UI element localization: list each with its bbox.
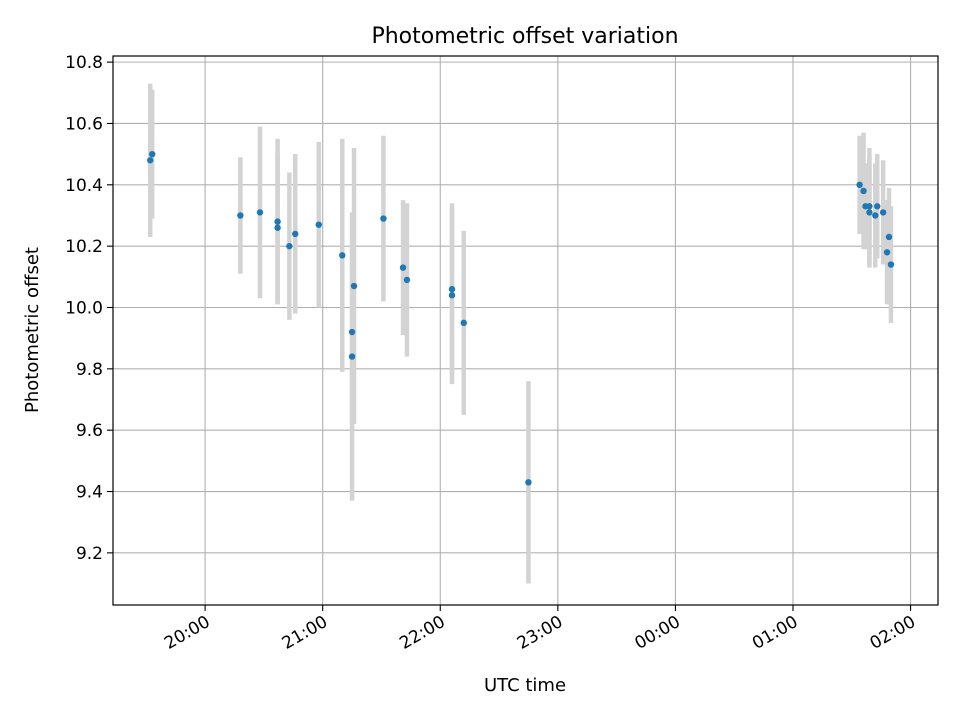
y-tick-label: 9.2: [76, 544, 103, 564]
y-tick-label: 10.6: [65, 114, 103, 134]
data-point: [883, 249, 891, 256]
plot-frame: [112, 55, 939, 606]
data-points: [147, 150, 895, 486]
data-point: [237, 212, 244, 219]
data-point: [525, 479, 532, 486]
data-point: [872, 212, 879, 219]
data-point: [448, 285, 456, 293]
y-tick-label: 10.4: [65, 176, 103, 196]
y-tick-label: 9.8: [76, 360, 103, 380]
y-tick-label: 9.4: [76, 483, 103, 503]
data-point: [256, 209, 264, 216]
data-point: [348, 353, 356, 360]
data-point: [339, 252, 346, 259]
data-point: [879, 209, 887, 216]
data-point: [448, 292, 456, 299]
data-point: [148, 150, 156, 158]
data-point: [887, 261, 895, 268]
y-tick-label: 10.8: [65, 53, 103, 73]
data-point: [315, 221, 322, 228]
data-point: [866, 203, 873, 210]
data-point: [866, 209, 873, 216]
data-point: [292, 230, 299, 238]
data-point: [380, 215, 387, 222]
y-axis-label: Photometric offset: [22, 247, 43, 413]
y-tick-label: 9.6: [76, 421, 103, 441]
data-point: [274, 224, 281, 231]
data-point: [348, 328, 356, 336]
chart-title: Photometric offset variation: [371, 24, 678, 49]
data-point: [350, 282, 358, 290]
y-axis-ticks: 9.2 9.4 9.6 9.8 10.0 10.2 10.4 10.6 10.8: [65, 53, 113, 564]
data-point: [856, 181, 863, 189]
y-tick-label: 10.0: [65, 298, 103, 318]
y-tick-label: 10.2: [65, 237, 103, 257]
data-point: [147, 157, 154, 164]
data-point: [286, 242, 293, 250]
grid: [113, 56, 938, 605]
data-point: [460, 319, 467, 327]
data-point: [885, 233, 893, 241]
data-point: [403, 276, 411, 284]
data-point: [874, 203, 881, 210]
data-point: [274, 218, 281, 225]
data-point: [399, 264, 407, 271]
x-axis-label: UTC time: [484, 675, 566, 696]
data-point: [860, 187, 867, 195]
